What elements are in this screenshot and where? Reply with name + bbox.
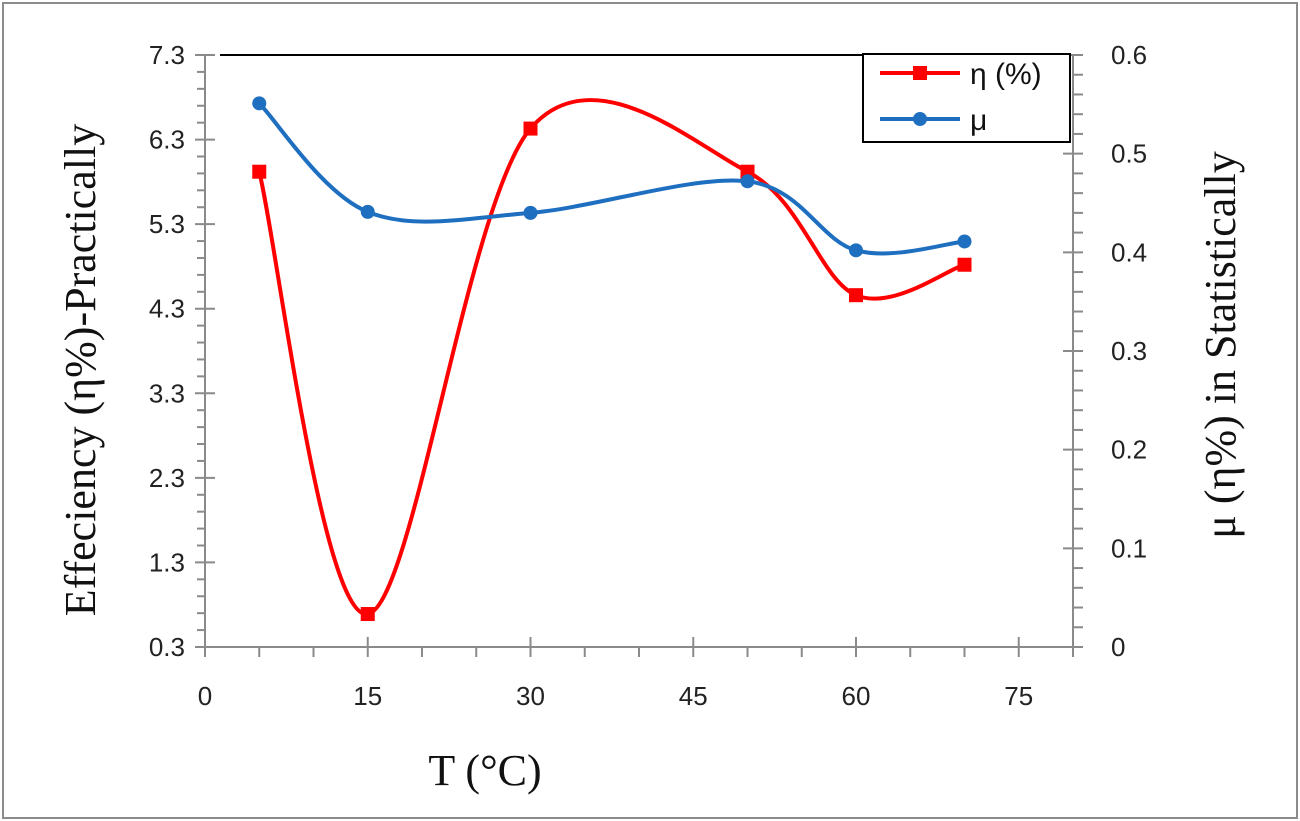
legend-marker-square xyxy=(913,66,927,80)
x-tick-label: 45 xyxy=(679,681,708,711)
x-tick-label: 75 xyxy=(1004,681,1033,711)
y-right-tick-label: 0.1 xyxy=(1111,533,1147,563)
data-point-mu xyxy=(957,234,972,249)
y-left-tick-label: 6.3 xyxy=(149,125,185,155)
data-point-eta xyxy=(523,121,538,136)
y-right-tick-label: 0 xyxy=(1111,632,1125,662)
legend-label: μ xyxy=(970,104,987,137)
y-left-tick-label: 3.3 xyxy=(149,378,185,408)
y-right-tick-label: 0.2 xyxy=(1111,435,1147,465)
y-left-axis-title: Effeciency (η%)-Practically xyxy=(56,124,105,617)
data-point-mu xyxy=(849,243,863,258)
x-tick-label: 30 xyxy=(516,681,545,711)
y-left-tick-label: 5.3 xyxy=(149,209,185,239)
data-point-eta xyxy=(957,257,972,272)
x-tick-label: 60 xyxy=(842,681,871,711)
y-right-tick-label: 0.6 xyxy=(1111,40,1147,70)
y-right-tick-label: 0.5 xyxy=(1111,139,1147,169)
x-axis-title: T (°C) xyxy=(428,746,541,795)
data-point-mu xyxy=(523,205,538,220)
y-right-tick-label: 0.4 xyxy=(1111,237,1147,267)
data-point-mu xyxy=(252,96,267,111)
x-tick-label: 15 xyxy=(353,681,382,711)
y-left-tick-label: 1.3 xyxy=(149,547,185,577)
series-line-mu xyxy=(257,101,965,256)
data-point-eta xyxy=(252,164,267,179)
y-left-tick-label: 7.3 xyxy=(149,40,185,70)
y-left-tick-label: 2.3 xyxy=(149,463,185,493)
data-point-eta xyxy=(849,288,863,303)
legend-label: η (%) xyxy=(970,58,1042,91)
y-right-axis-title: μ (η%) in Statistically xyxy=(1196,151,1245,539)
data-point-mu xyxy=(740,174,755,189)
legend-marker-circle xyxy=(913,112,927,126)
x-tick-label: 0 xyxy=(198,681,212,711)
data-point-mu xyxy=(360,204,375,219)
legend-box xyxy=(862,53,1071,143)
data-point-eta xyxy=(360,607,375,622)
y-right-tick-label: 0.3 xyxy=(1111,336,1147,366)
series-line-eta xyxy=(257,98,966,617)
legend: η (%) μ xyxy=(862,53,1071,143)
y-left-tick-label: 4.3 xyxy=(149,294,185,324)
data-point-eta xyxy=(740,164,755,179)
y-left-tick-label: 0.3 xyxy=(149,632,185,662)
